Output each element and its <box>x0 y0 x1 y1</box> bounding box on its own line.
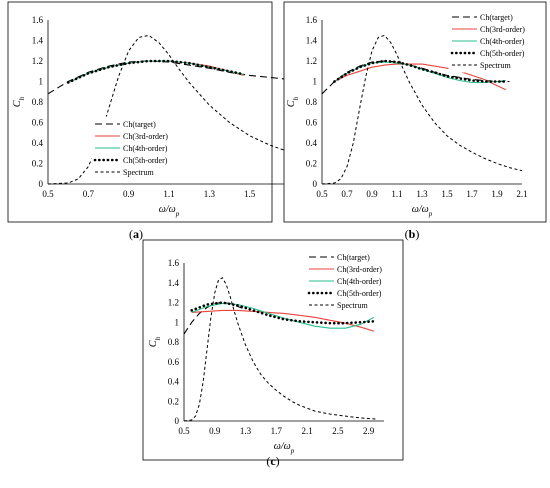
chart-b-legend-label: Ch(4th-order) <box>480 37 525 46</box>
chart-b-legend-label: Ch(3rd-order) <box>480 25 525 34</box>
chart-b-y-axis-label: Ch <box>286 96 300 107</box>
chart-a-y-tick-label: 0.4 <box>32 138 44 148</box>
chart-b-legend-label: Ch(target) <box>480 13 513 22</box>
chart-c-legend-label: Ch(4th-order) <box>337 277 382 286</box>
chart-c-series-ch-5th-order <box>190 301 376 325</box>
chart-c-legend-label: Spectrum <box>337 301 368 310</box>
chart-a-legend-label: Ch(5th-order) <box>123 156 168 165</box>
chart-a-legend-label: Ch(3rd-order) <box>123 132 168 141</box>
chart-c-x-tick-label: 2.1 <box>301 426 312 436</box>
chart-b-legend-label: Spectrum <box>480 61 511 70</box>
chart-b-y-tick-label: 0.6 <box>306 118 318 128</box>
chart-c-x-tick-label: 2.9 <box>363 426 375 436</box>
chart-c-series-spectrum <box>183 277 377 422</box>
chart-a-x-axis-label: ω/ωp <box>159 204 180 218</box>
chart-b-legend-label: Ch(5th-order) <box>480 49 525 58</box>
chart-b-y-tick-label: 0.8 <box>306 97 318 107</box>
chart-c-y-tick-label: 1 <box>175 317 180 327</box>
chart-b-y-tick-label: 1.4 <box>306 36 318 46</box>
chart-b-y-tick-label: 0.4 <box>306 138 318 148</box>
chart-c-x-tick-label: 1.7 <box>271 426 283 436</box>
chart-a-x-tick-label: 1.1 <box>163 189 174 199</box>
chart-c-y-tick-label: 1.2 <box>168 298 179 308</box>
chart-c-y-tick-label: 0.2 <box>168 396 179 406</box>
chart-c-legend-label: Ch(target) <box>337 253 370 262</box>
chart-a-y-tick-label: 1.6 <box>32 15 44 25</box>
chart-b-y-tick-label: 1 <box>313 77 318 87</box>
chart-c-series-ch-3rd-order <box>191 309 375 332</box>
chart-c-y-tick-label: 0.4 <box>168 377 180 387</box>
chart-c-y-tick-label: 0.8 <box>168 337 180 347</box>
chart-a-x-tick-label: 0.7 <box>83 189 95 199</box>
chart-b-y-tick-label: 0.2 <box>306 159 317 169</box>
chart-b-x-tick-label: 1.9 <box>491 189 503 199</box>
chart-c-series-ch-4th-order <box>191 302 375 329</box>
chart-a-x-tick-label: 0.9 <box>123 189 135 199</box>
chart-b-y-tick-label: 1.2 <box>306 56 317 66</box>
chart-c-y-axis-label: Ch <box>148 336 162 347</box>
chart-a-y-axis-label: Ch <box>12 96 26 107</box>
chart-a-y-tick-label: 0.2 <box>32 159 43 169</box>
chart-b-x-tick-label: 1.3 <box>416 189 428 199</box>
chart-a-legend-label: Ch(4th-order) <box>123 144 168 153</box>
chart-a-legend-label: Ch(target) <box>123 120 156 129</box>
chart-b-x-tick-label: 0.5 <box>316 189 328 199</box>
chart-b-x-tick-label: 1.1 <box>391 189 402 199</box>
chart-c-x-tick-label: 0.5 <box>178 426 190 436</box>
chart-b-legend <box>448 9 540 73</box>
chart-b-panel-label: (b) <box>405 227 420 241</box>
chart-b-x-tick-label: 1.7 <box>466 189 478 199</box>
chart-c-x-axis-label: ω/ωp <box>274 441 295 455</box>
chart-a-x-tick-label: 1.3 <box>204 189 216 199</box>
chart-a-y-tick-label: 1.4 <box>32 36 44 46</box>
chart-b-y-tick-label: 1.6 <box>306 15 318 25</box>
chart-c-y-tick-label: 0 <box>175 416 180 426</box>
chart-a-y-tick-label: 0 <box>39 179 44 189</box>
chart-b-x-tick-label: 2.1 <box>516 189 527 199</box>
chart-c-x-tick-label: 0.9 <box>209 426 221 436</box>
chart-b-x-axis-label: ω/ωp <box>412 204 433 218</box>
chart-c-panel-label: (c) <box>266 454 279 468</box>
chart-b-series-ch-5th-order <box>333 59 508 83</box>
chart-a-panel-label: (a) <box>129 227 143 241</box>
chart-a-legend-label: Spectrum <box>123 168 154 177</box>
chart-a-frame <box>7 1 273 223</box>
chart-a-x-tick-label: 1.5 <box>244 189 256 199</box>
chart-c-x-tick-label: 1.3 <box>240 426 252 436</box>
chart-a-y-tick-label: 1 <box>39 77 44 87</box>
chart-c-x-tick-label: 2.5 <box>332 426 344 436</box>
chart-c-y-tick-label: 1.4 <box>168 278 180 288</box>
chart-b-series-spectrum <box>321 34 523 185</box>
chart-c-legend-label: Ch(5th-order) <box>337 289 382 298</box>
chart-b-x-tick-label: 0.7 <box>341 189 353 199</box>
chart-b-x-tick-label: 0.9 <box>366 189 378 199</box>
chart-a-y-tick-label: 0.6 <box>32 118 44 128</box>
chart-c-legend-label: Ch(3rd-order) <box>337 265 382 274</box>
chart-c-y-tick-label: 1.6 <box>168 258 180 268</box>
chart-a-series-ch-5th-order <box>66 59 245 84</box>
chart-b-x-tick-label: 1.5 <box>441 189 453 199</box>
chart-a-x-tick-label: 0.5 <box>42 189 54 199</box>
chart-c-y-tick-label: 0.6 <box>168 357 180 367</box>
chart-a-legend <box>91 116 192 180</box>
chart-c-series-ch-target <box>183 301 246 335</box>
chart-a-series-spectrum <box>47 34 291 185</box>
chart-a-y-tick-label: 1.2 <box>32 56 43 66</box>
chart-b-y-tick-label: 0 <box>313 179 318 189</box>
chart-b-series-ch-3rd-order <box>334 63 507 91</box>
chart-a-y-tick-label: 0.8 <box>32 97 44 107</box>
